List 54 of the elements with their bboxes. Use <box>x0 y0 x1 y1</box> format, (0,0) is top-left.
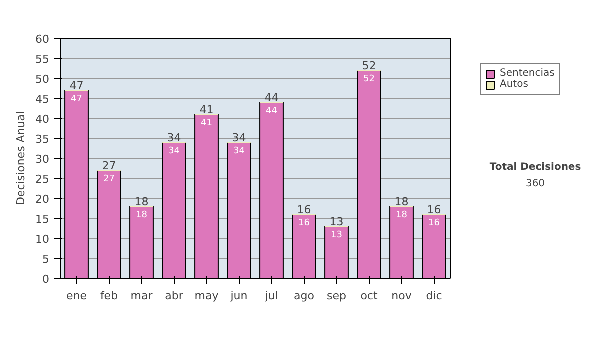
total-label: 16 <box>427 204 442 216</box>
data-label: 34 <box>168 146 180 156</box>
total-label: 44 <box>264 92 279 104</box>
y-axis-title: Decisiones Anual <box>14 111 28 206</box>
total-label: 13 <box>330 216 344 228</box>
total-label: 16 <box>297 204 312 216</box>
y-tick-label: 35 <box>36 133 50 146</box>
total-label: 34 <box>167 132 182 144</box>
x-tick-label: nov <box>392 290 412 302</box>
y-tick-label: 55 <box>36 53 50 66</box>
total-label: 18 <box>394 196 409 208</box>
y-tick-label: 0 <box>42 273 50 286</box>
data-label: 16 <box>428 218 440 228</box>
total-label: 47 <box>70 80 84 92</box>
data-label: 34 <box>234 146 246 156</box>
total-label: 18 <box>134 196 149 208</box>
data-label: 16 <box>298 218 310 228</box>
x-tick-label: abr <box>165 290 184 302</box>
total-label: 52 <box>362 60 376 72</box>
x-tick-label: feb <box>100 290 118 302</box>
text: 360 <box>526 178 546 190</box>
x-tick-label: jul <box>264 290 278 302</box>
total-label: 27 <box>102 160 116 172</box>
y-tick-label: 60 <box>36 33 50 46</box>
y-tick-label: 25 <box>36 173 50 186</box>
y-tick-label: 15 <box>36 213 50 226</box>
x-tick-label: jun <box>230 290 248 302</box>
data-label: 13 <box>331 230 342 240</box>
total-label: 41 <box>200 104 214 116</box>
x-tick-label: may <box>194 290 220 302</box>
y-tick-label: 30 <box>36 153 50 166</box>
data-label: 52 <box>364 74 375 84</box>
y-tick-label: 20 <box>36 193 50 206</box>
legend-label: Autos <box>500 79 528 90</box>
data-label: 47 <box>71 94 82 104</box>
text: Total Decisiones <box>490 162 582 173</box>
x-tick-label: dic <box>426 290 442 302</box>
x-tick-label: ene <box>66 290 88 302</box>
y-tick-label: 50 <box>36 73 50 86</box>
x-tick-label: oct <box>360 290 378 302</box>
x-tick-label: mar <box>130 290 154 302</box>
data-label: 44 <box>266 106 278 116</box>
data-label: 27 <box>104 174 115 184</box>
y-tick-label: 5 <box>42 253 50 266</box>
x-tick-label: sep <box>327 290 347 302</box>
legend-label: Sentencias <box>500 68 555 79</box>
data-label: 18 <box>396 210 408 220</box>
total-label: 34 <box>232 132 246 144</box>
y-tick-label: 40 <box>36 113 50 126</box>
y-tick-label: 45 <box>36 93 50 106</box>
y-tick-label: 10 <box>36 233 50 246</box>
data-label: 18 <box>136 210 148 220</box>
data-label: 41 <box>201 118 212 128</box>
x-tick-label: ago <box>294 290 315 302</box>
